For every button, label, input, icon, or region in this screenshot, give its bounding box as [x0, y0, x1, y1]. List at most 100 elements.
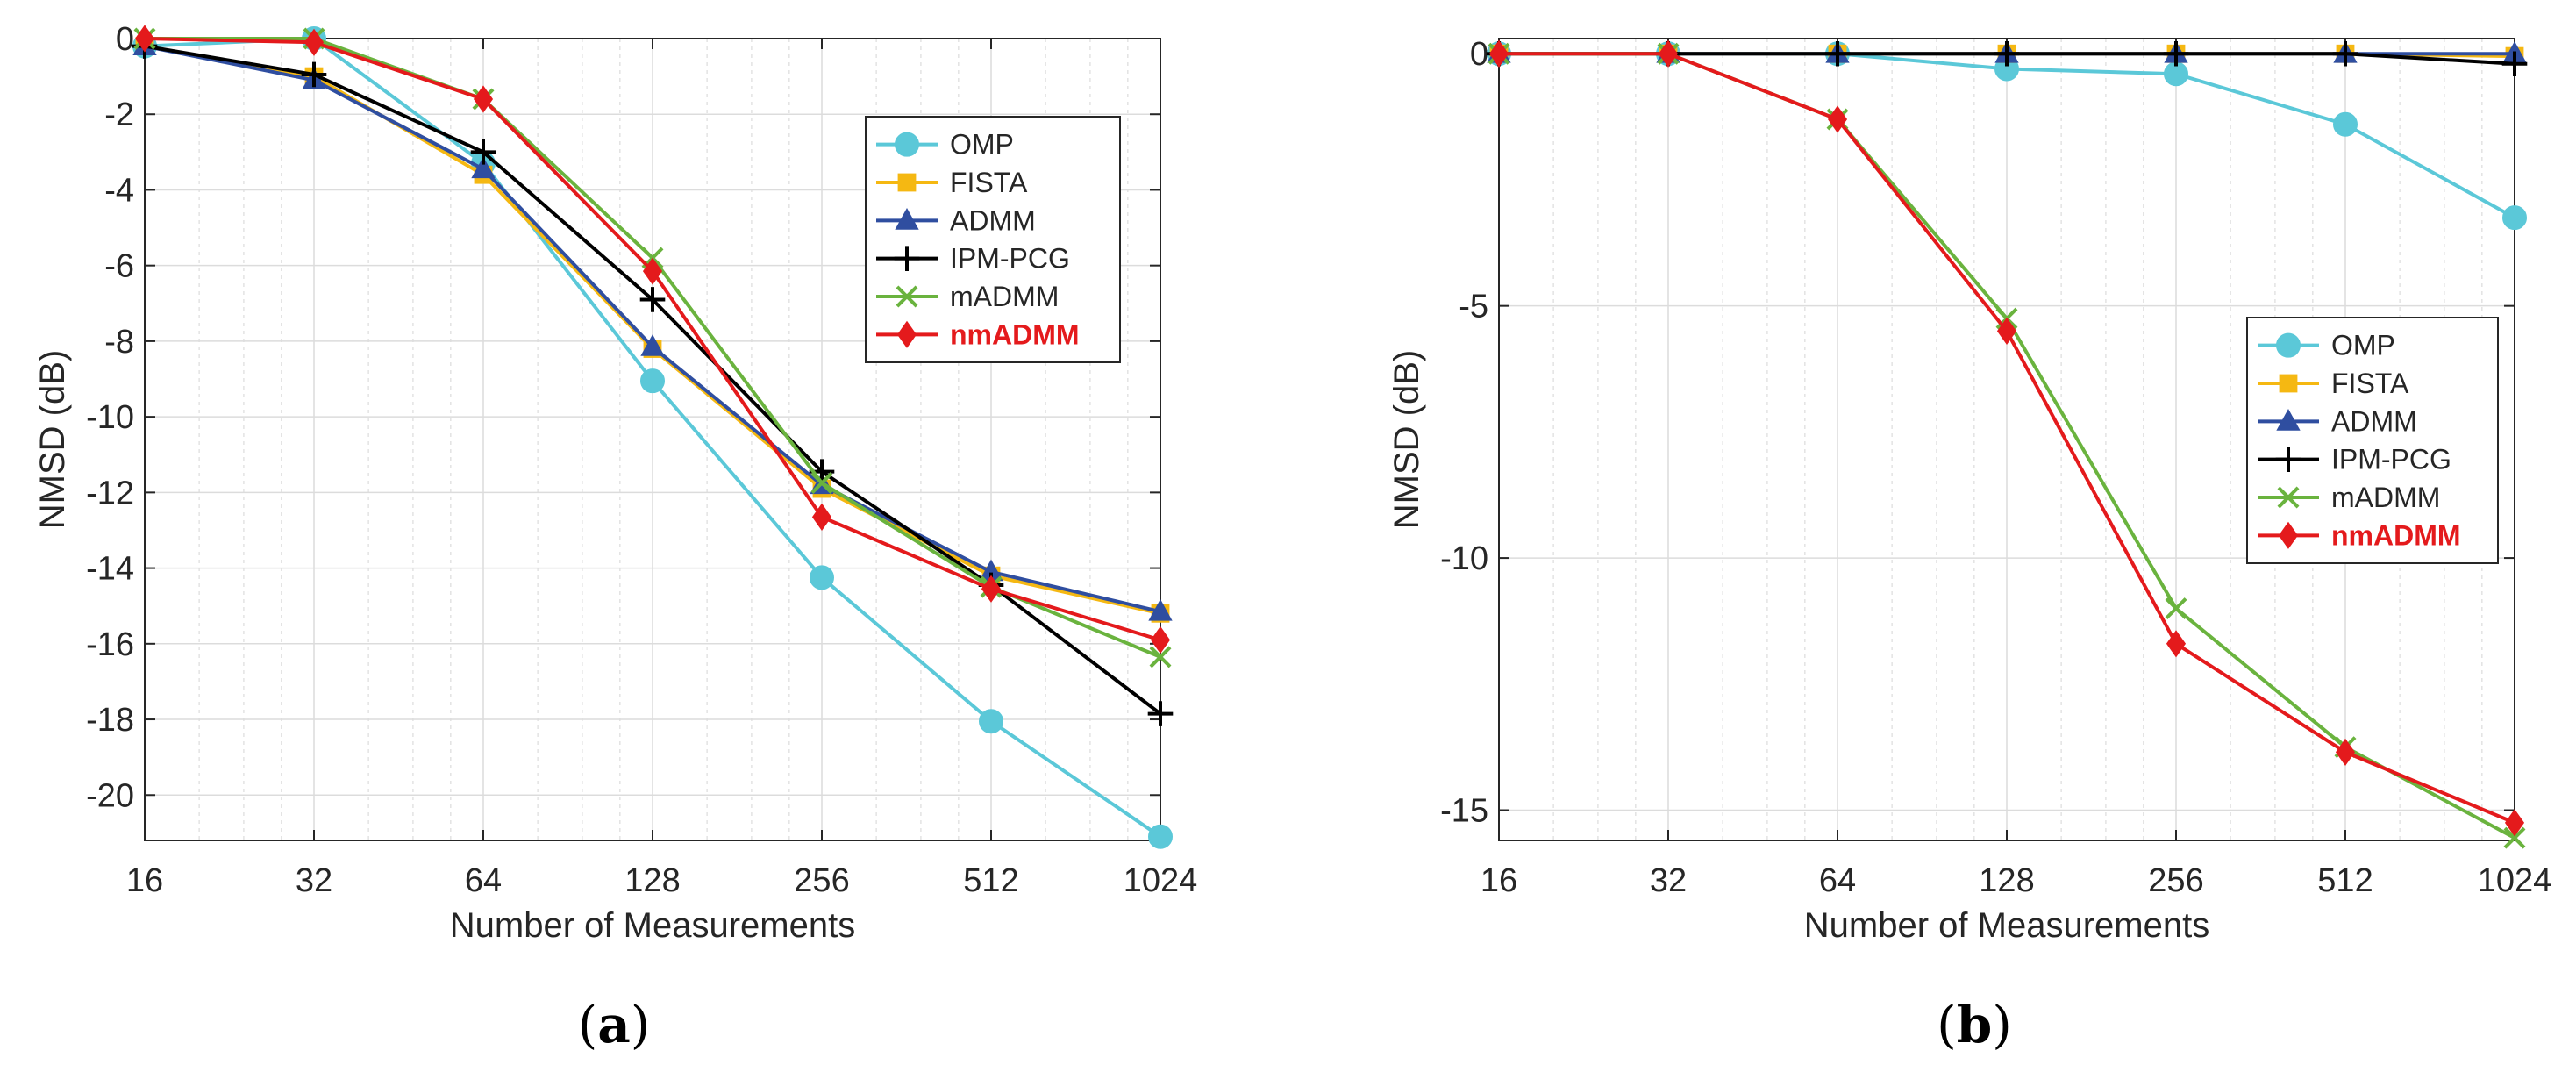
legend-item: OMP: [2258, 330, 2395, 361]
data-point: [979, 709, 1003, 734]
x-tick-label: 32: [296, 862, 332, 899]
data-point: [2501, 51, 2528, 77]
y-tick-label: -15: [1440, 793, 1488, 830]
legend-label: mADMM: [2331, 482, 2440, 513]
x-tick-label: 128: [1979, 862, 2034, 899]
panel-label: (a): [578, 995, 651, 1054]
data-point: [301, 61, 327, 88]
data-point: [1147, 701, 1174, 726]
legend-item: mADMM: [876, 281, 1059, 312]
legend-item: ADMM: [876, 204, 1036, 236]
y-tick-label: -20: [86, 777, 134, 814]
data-point: [642, 257, 663, 285]
legend-label: IPM-PCG: [2331, 444, 2451, 475]
y-tick-label: -10: [1440, 540, 1488, 577]
legend-item: FISTA: [876, 167, 1028, 198]
data-point: [470, 139, 496, 165]
legend-marker: [2278, 521, 2299, 549]
data-point: [1149, 646, 1172, 668]
chart-panel-a: 16 32 64 128 256 512 1024 0 -2 -4 -6 -8 -10 -12 -14 -16…: [33, 21, 1197, 1054]
x-axis-label: Number of Measurements: [450, 906, 855, 945]
data-point: [1148, 824, 1173, 849]
legend-item: IPM-PCG: [876, 243, 1070, 275]
legend-item: IPM-PCG: [2258, 444, 2451, 475]
legend-label: IPM-PCG: [950, 243, 1070, 275]
y-tick-label: -12: [86, 475, 134, 511]
ticks: 16 32 64 128 256 512 1024 0 -2 -4 -6 -8 -10 -12 -14 -16…: [86, 21, 1197, 899]
legend-label: ADMM: [2331, 405, 2417, 437]
data-point: [2333, 111, 2358, 137]
x-tick-label: 32: [1650, 862, 1687, 899]
legend-item: nmADMM: [876, 318, 1080, 350]
y-tick-label: 0: [116, 21, 134, 58]
data-point: [473, 85, 494, 113]
legend-marker: [895, 208, 919, 230]
data-point: [1994, 40, 2020, 67]
data-point: [1658, 39, 1679, 68]
y-tick-label: -2: [104, 96, 134, 133]
legend-marker: [896, 320, 917, 348]
data-point: [303, 28, 325, 56]
legend-marker: [894, 246, 920, 271]
data-point: [471, 156, 496, 179]
x-tick-label: 256: [2148, 862, 2203, 899]
x-tick-label: 1024: [1124, 862, 1198, 899]
x-tick-label: 512: [963, 862, 1018, 899]
data-point: [810, 565, 834, 590]
x-tick-label: 64: [465, 862, 502, 899]
data-point: [810, 472, 833, 495]
legend-label: OMP: [2331, 330, 2395, 361]
data-point: [1150, 625, 1171, 654]
legend-label: nmADMM: [2331, 519, 2461, 551]
y-axis-label: NMSD (dB): [1388, 350, 1426, 529]
x-tick-label: 16: [1481, 862, 1517, 899]
legend-item: OMP: [876, 129, 1014, 161]
panel-label: (b): [1937, 995, 2012, 1054]
y-tick-label: -14: [86, 551, 134, 588]
y-tick-label: 0: [1470, 36, 1488, 73]
y-tick-label: -16: [86, 626, 134, 663]
legend: OMP FISTA ADMM IPM-PCG mADMM nmADMM: [865, 116, 1121, 363]
y-tick-label: -4: [104, 172, 134, 209]
legend-item: mADMM: [2258, 482, 2440, 513]
legend-item: FISTA: [2258, 368, 2409, 399]
legend-label: FISTA: [2331, 368, 2409, 399]
x-tick-label: 128: [624, 862, 680, 899]
data-point: [2504, 809, 2525, 837]
legend-box: [865, 116, 1121, 363]
legend-marker: [2276, 409, 2301, 431]
data-point: [1488, 39, 1509, 68]
data-point: [2503, 826, 2526, 849]
x-tick-label: 256: [794, 862, 849, 899]
y-tick-label: -8: [104, 324, 134, 361]
data-point: [1827, 105, 1848, 133]
x-tick-label: 512: [2317, 862, 2373, 899]
legend-marker: [2275, 447, 2301, 472]
data-point: [2332, 40, 2358, 67]
y-tick-label: -5: [1459, 289, 1488, 325]
x-tick-label: 64: [1819, 862, 1856, 899]
legend: OMP FISTA ADMM IPM-PCG mADMM nmADMM: [2246, 317, 2499, 564]
x-axis-label: Number of Measurements: [1804, 906, 2209, 945]
data-point: [811, 503, 832, 531]
legend-marker: [895, 132, 919, 157]
x-tick-label: 16: [126, 862, 163, 899]
legend-label: mADMM: [950, 281, 1059, 312]
series-nmadmm: [1488, 39, 2525, 837]
y-axis-label: NMSD (dB): [33, 350, 72, 529]
data-point: [1996, 317, 2017, 346]
legend-marker: [2277, 486, 2300, 509]
legend-label: nmADMM: [950, 318, 1080, 350]
data-point: [2165, 597, 2187, 620]
data-point: [1824, 40, 1851, 67]
legend-marker: [897, 173, 917, 192]
data-point: [1148, 598, 1173, 621]
chart-panel-b: 16 32 64 128 256 512 1024 0 -5 -10 -15 Number of Me…: [1388, 36, 2551, 1054]
ticks: 16 32 64 128 256 512 1024 0 -5 -10 -15: [1440, 36, 2551, 899]
data-point: [2163, 40, 2189, 67]
legend-marker: [2279, 374, 2298, 393]
data-point: [2502, 205, 2527, 231]
y-tick-label: -10: [86, 399, 134, 436]
legend-item: nmADMM: [2258, 519, 2461, 551]
